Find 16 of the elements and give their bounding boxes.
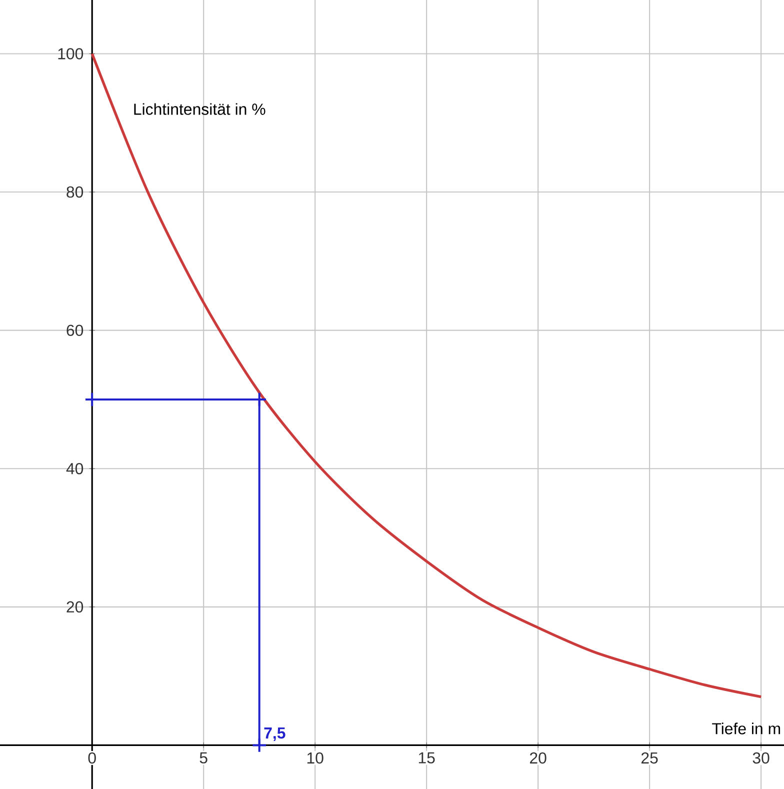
- x-tick-label: 5: [200, 752, 208, 764]
- y-tick-label: 100: [58, 48, 84, 60]
- x-axis-title: Tiefe in m: [712, 722, 780, 734]
- y-tick-label: 60: [66, 324, 84, 336]
- y-axis-title: Lichtintensität in %: [134, 103, 266, 115]
- x-tick-label: 25: [641, 752, 658, 764]
- x-tick-label: 0: [88, 752, 96, 764]
- x-tick-label: 10: [307, 752, 324, 764]
- y-tick-label: 80: [66, 186, 84, 198]
- x-tick-label: 20: [530, 752, 546, 764]
- line-series: [90, 52, 762, 698]
- annotation: 7,5: [264, 728, 286, 741]
- x-tick-label: 15: [418, 752, 435, 764]
- x-tick-label: 30: [752, 752, 770, 764]
- y-tick-label: 40: [66, 462, 84, 474]
- y-tick-label: 20: [66, 601, 84, 613]
